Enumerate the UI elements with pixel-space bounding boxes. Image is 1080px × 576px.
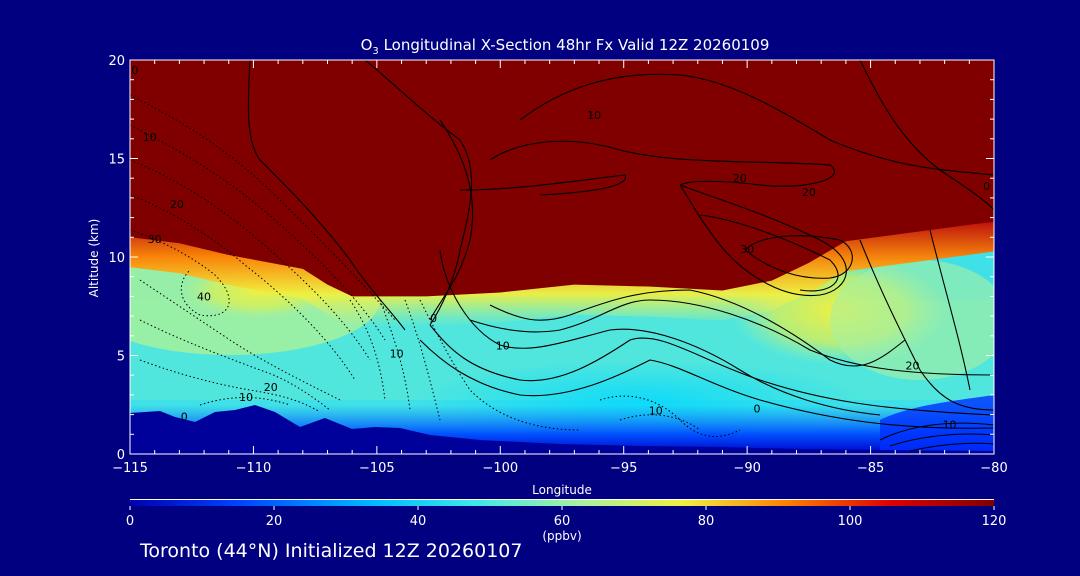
chart-title-sub: 3: [372, 46, 378, 57]
terrain: [130, 405, 994, 454]
x-tick-label: −90: [733, 461, 760, 476]
contour-line: [909, 442, 994, 452]
contour-line: [429, 119, 474, 321]
y-axis-label: Altitude (km): [87, 219, 101, 298]
dotted-contour: [130, 124, 386, 341]
x-tick-label: −80: [980, 461, 1007, 476]
tropopause-gradient-band: [130, 219, 994, 327]
y-tick-label: 10: [108, 251, 125, 266]
plot-area: 10 20 20 30 0 10 20 30 40 0 10 10 20 10 0 10 0 20 10 0: [130, 60, 994, 454]
contour-line: [439, 249, 881, 416]
y-tick-label: 0: [117, 448, 125, 463]
contour-line: [419, 339, 994, 429]
contour-line: [519, 73, 994, 176]
chart-title-o: O: [361, 36, 373, 54]
x-tick-label: −100: [482, 461, 518, 476]
field-green-right: [830, 260, 994, 380]
contour-label: 20: [170, 198, 184, 211]
contour-label: 20: [802, 186, 816, 199]
contour-label: 20: [733, 172, 747, 185]
contour-label: 10: [239, 391, 253, 404]
contour-label: 0: [754, 403, 761, 416]
contour-line: [469, 299, 994, 376]
chart-title: O3 Longitudinal X-Section 48hr Fx Valid …: [361, 36, 770, 57]
contour-line: [889, 433, 994, 447]
footer-init-text: Toronto (44°N) Initialized 12Z 20260107: [140, 540, 523, 562]
contour-label: 10: [496, 340, 510, 353]
colorbar-tick-label: 20: [266, 514, 283, 529]
contour-line: [489, 140, 835, 187]
x-tick-label: −95: [610, 461, 637, 476]
contour-label: 30: [148, 233, 162, 246]
dotted-contour: [619, 414, 701, 431]
contour-label: 0: [131, 64, 138, 77]
dotted-contours: [130, 94, 741, 438]
colorbar-unit-label: (ppbv): [542, 529, 581, 543]
dotted-contour: [139, 359, 321, 413]
contour-line: [859, 239, 994, 411]
contour-label: 20: [906, 359, 920, 372]
contour-label: 20: [264, 381, 278, 394]
dotted-contour: [139, 279, 341, 401]
contour-line: [929, 229, 971, 391]
contour-line: [429, 324, 994, 416]
contour-line: [744, 235, 853, 279]
contour-lines: [247, 60, 994, 452]
colorbar-tick-label: 0: [126, 514, 134, 529]
colorbar-tick-label: 80: [698, 514, 715, 529]
x-axis-label: Longitude: [532, 483, 592, 497]
x-tick-label: −115: [112, 461, 148, 476]
contour-line: [859, 60, 994, 211]
contour-line: [247, 60, 406, 331]
x-axis: −115 −110 −105 −100 −95 −90 −85 −80: [112, 60, 1008, 476]
colorbar-tick-label: 40: [410, 514, 427, 529]
colorbar-ticks: 0 20 40 60 80 100 120: [126, 506, 1007, 529]
contour-label: 10: [390, 347, 404, 360]
contour-label: 10: [943, 418, 957, 431]
contour-line: [879, 422, 994, 441]
colorbar-gradient: [130, 500, 994, 506]
y-tick-label: 5: [117, 350, 125, 365]
colorbar-tick-label: 60: [554, 514, 571, 529]
colorbar-tick-label: 100: [838, 514, 863, 529]
contour-label: 0: [430, 312, 437, 325]
contour-label: 10: [143, 131, 157, 144]
dotted-contour: [139, 319, 331, 411]
red-core-region: [790, 60, 994, 270]
contour-label: 0: [983, 180, 990, 193]
dotted-contour: [599, 395, 741, 438]
dotted-contour: [130, 159, 371, 361]
colorbar-tick-label: 120: [982, 514, 1007, 529]
x-tick-label: −85: [857, 461, 884, 476]
chart-title-rest: Longitudinal X-Section 48hr Fx Valid 12Z…: [379, 36, 770, 54]
contour-label: 0: [181, 411, 188, 424]
x-tick-label: −105: [359, 461, 395, 476]
contour-label: 10: [649, 405, 663, 418]
dotted-contour: [199, 397, 291, 406]
contour-line: [459, 174, 627, 196]
contour-label: 10: [587, 109, 601, 122]
y-tick-label: 20: [108, 54, 125, 69]
contour-label: 30: [740, 243, 754, 256]
contour-line: [489, 289, 906, 367]
contour-label: 40: [197, 290, 211, 303]
contour-labels: 10 20 20 30 0 10 20 30 40 0 10 10 20 10 0 10 0 20 10 0: [131, 64, 990, 432]
dotted-contour: [379, 299, 411, 411]
x-tick-label: −110: [236, 461, 272, 476]
dotted-contour: [419, 299, 581, 431]
contour-line: [699, 214, 839, 292]
y-axis: 0 5 10 15 20: [108, 54, 994, 463]
y-tick-label: 15: [108, 153, 125, 168]
contour-line: [679, 184, 847, 297]
colorbar: 0 20 40 60 80 100 120 (ppbv): [126, 499, 1007, 543]
